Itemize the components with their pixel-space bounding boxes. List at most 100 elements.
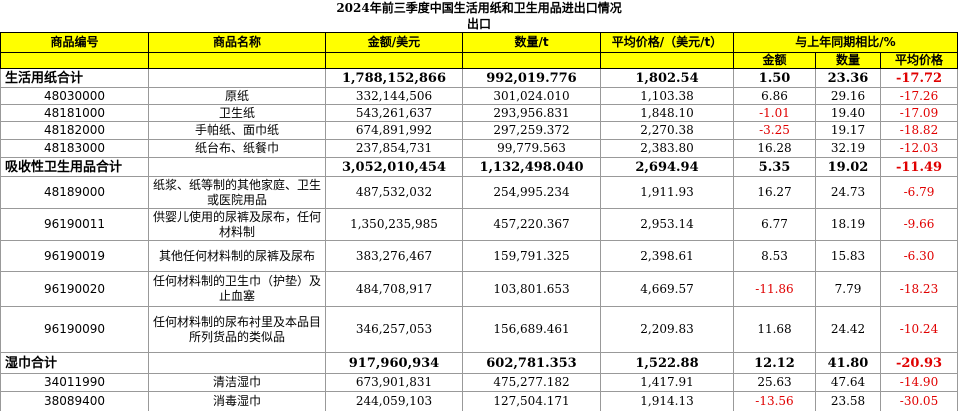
value-cell: 487,532,032 bbox=[325, 176, 463, 209]
value-cell: 25.63 bbox=[733, 373, 816, 392]
title: 2024年前三季度中国生活用纸和卫生用品进出口情况 bbox=[336, 1, 622, 15]
table-row: 96190020 任何材料制的卫生巾（护垫）及止血塞 484,708,917 103,… bbox=[0, 271, 959, 307]
table-row: 48183000 纸台布、纸餐巾 237,854,731 99,779.563 2,38… bbox=[0, 139, 959, 158]
header-cell: 商品名称 bbox=[148, 32, 326, 53]
value-cell: 6.77 bbox=[733, 208, 816, 241]
value-cell: 15.83 bbox=[815, 240, 881, 272]
code-cell: 48181000 bbox=[0, 104, 149, 122]
value-cell: 301,024.010 bbox=[462, 87, 601, 105]
table-row: 湿巾合计 917,960,934 602,781.353 1,522.88 12.12 4… bbox=[0, 352, 959, 374]
header-cell bbox=[0, 52, 149, 69]
table-row: 48182000 手帕纸、面巾纸 674,891,992 297,259.372 2,2… bbox=[0, 121, 959, 140]
name-cell: 纸台布、纸餐巾 bbox=[148, 139, 326, 158]
value-cell: 6.86 bbox=[733, 87, 816, 105]
code-cell: 96190020 bbox=[0, 271, 149, 307]
table-row: 34011990 清洁湿巾 673,901,831 475,277.182 1,417.… bbox=[0, 373, 959, 392]
value-cell: -17.26 bbox=[879, 87, 959, 105]
name-cell: 消毒湿巾 bbox=[148, 391, 326, 411]
name-cell: 任何材料制的卫生巾（护垫）及止血塞 bbox=[148, 271, 326, 307]
value-cell: 1,417.91 bbox=[600, 373, 734, 392]
value-cell: -11.86 bbox=[733, 271, 816, 307]
value-cell: 1.50 bbox=[733, 68, 816, 88]
name-cell: 供婴儿使用的尿裤及尿布，任何材料制 bbox=[148, 208, 326, 241]
code-cell: 湿巾合计 bbox=[0, 352, 149, 374]
empty-cell bbox=[148, 352, 326, 374]
header-cell bbox=[462, 52, 601, 69]
value-cell: 18.19 bbox=[815, 208, 881, 241]
table-row: 48189000 纸浆、纸等制的其他家庭、卫生或医院用品 487,532,032 25… bbox=[0, 176, 959, 209]
value-cell: 23.58 bbox=[815, 391, 881, 411]
value-cell: 16.28 bbox=[733, 139, 816, 158]
value-cell: 332,144,506 bbox=[325, 87, 463, 105]
header-cell: 数量/t bbox=[462, 32, 601, 53]
subheader-cell: 平均价格 bbox=[879, 52, 959, 69]
value-cell: 1,522.88 bbox=[600, 352, 734, 374]
header-cell: 平均价格/（美元/t） bbox=[600, 32, 734, 53]
value-cell: 293,956.831 bbox=[462, 104, 601, 122]
value-cell: 1,848.10 bbox=[600, 104, 734, 122]
code-cell: 96190019 bbox=[0, 240, 149, 272]
table-row: 金额 数量 平均价格 bbox=[0, 52, 959, 69]
table-row: 96190019 其他任何材料制的尿裤及尿布 383,276,467 159,791.… bbox=[0, 240, 959, 272]
value-cell: 475,277.182 bbox=[462, 373, 601, 392]
value-cell: -18.82 bbox=[879, 121, 959, 140]
value-cell: 2,953.14 bbox=[600, 208, 734, 241]
value-cell: 1,103.38 bbox=[600, 87, 734, 105]
value-cell: 5.35 bbox=[733, 157, 816, 177]
value-cell: 2,270.38 bbox=[600, 121, 734, 140]
table-row: 生活用纸合计 1,788,152,866 992,019.776 1,802.54 1.… bbox=[0, 68, 959, 88]
subheader-cell: 数量 bbox=[815, 52, 881, 69]
code-cell: 96190090 bbox=[0, 306, 149, 353]
value-cell: -1.01 bbox=[733, 104, 816, 122]
value-cell: 2,209.83 bbox=[600, 306, 734, 353]
value-cell: 602,781.353 bbox=[462, 352, 601, 374]
value-cell: 673,901,831 bbox=[325, 373, 463, 392]
value-cell: 457,220.367 bbox=[462, 208, 601, 241]
code-cell: 48189000 bbox=[0, 176, 149, 209]
code-cell: 48183000 bbox=[0, 139, 149, 158]
value-cell: 1,788,152,866 bbox=[325, 68, 463, 88]
value-cell: 103,801.653 bbox=[462, 271, 601, 307]
code-cell: 38089400 bbox=[0, 391, 149, 411]
table-row: 38089400 消毒湿巾 244,059,103 127,504.171 1,914.… bbox=[0, 391, 959, 411]
name-cell: 其他任何材料制的尿裤及尿布 bbox=[148, 240, 326, 272]
name-cell: 纸浆、纸等制的其他家庭、卫生或医院用品 bbox=[148, 176, 326, 209]
name-cell: 卫生纸 bbox=[148, 104, 326, 122]
value-cell: 41.80 bbox=[815, 352, 881, 374]
value-cell: 2,383.80 bbox=[600, 139, 734, 158]
value-cell: 1,911.93 bbox=[600, 176, 734, 209]
code-cell: 96190011 bbox=[0, 208, 149, 241]
value-cell: -18.23 bbox=[879, 271, 959, 307]
value-cell: 1,132,498.040 bbox=[462, 157, 601, 177]
value-cell: -17.09 bbox=[879, 104, 959, 122]
code-cell: 48030000 bbox=[0, 87, 149, 105]
value-cell: 12.12 bbox=[733, 352, 816, 374]
header-cell: 商品编号 bbox=[0, 32, 149, 53]
value-cell: 24.42 bbox=[815, 306, 881, 353]
table-row: 吸收性卫生用品合计 3,052,010,454 1,132,498.040 2,694… bbox=[0, 157, 959, 177]
value-cell: 19.40 bbox=[815, 104, 881, 122]
value-cell: 992,019.776 bbox=[462, 68, 601, 88]
table-row: 商品编号 商品名称 金额/美元 数量/t 平均价格/（美元/t） 与上年同期相比/% bbox=[0, 32, 959, 53]
value-cell: 23.36 bbox=[815, 68, 881, 88]
value-cell: 32.19 bbox=[815, 139, 881, 158]
name-cell: 任何材料制的尿布衬里及本品目所列货品的类似品 bbox=[148, 306, 326, 353]
value-cell: -10.24 bbox=[879, 306, 959, 353]
empty-cell bbox=[148, 68, 326, 88]
value-cell: 29.16 bbox=[815, 87, 881, 105]
value-cell: -14.90 bbox=[879, 373, 959, 392]
code-cell: 生活用纸合计 bbox=[0, 68, 149, 88]
header-cell bbox=[325, 52, 463, 69]
code-cell: 48182000 bbox=[0, 121, 149, 140]
value-cell: 156,689.461 bbox=[462, 306, 601, 353]
value-cell: 127,504.171 bbox=[462, 391, 601, 411]
subtitle: 出口 bbox=[467, 17, 492, 31]
table-row: 48181000 卫生纸 543,261,637 293,956.831 1,848.1… bbox=[0, 104, 959, 122]
header-cell: 与上年同期相比/% bbox=[732, 32, 959, 53]
value-cell: 346,257,053 bbox=[325, 306, 463, 353]
name-cell: 手帕纸、面巾纸 bbox=[148, 121, 326, 140]
value-cell: 674,891,992 bbox=[325, 121, 463, 140]
value-cell: 237,854,731 bbox=[325, 139, 463, 158]
value-cell: -12.03 bbox=[879, 139, 959, 158]
